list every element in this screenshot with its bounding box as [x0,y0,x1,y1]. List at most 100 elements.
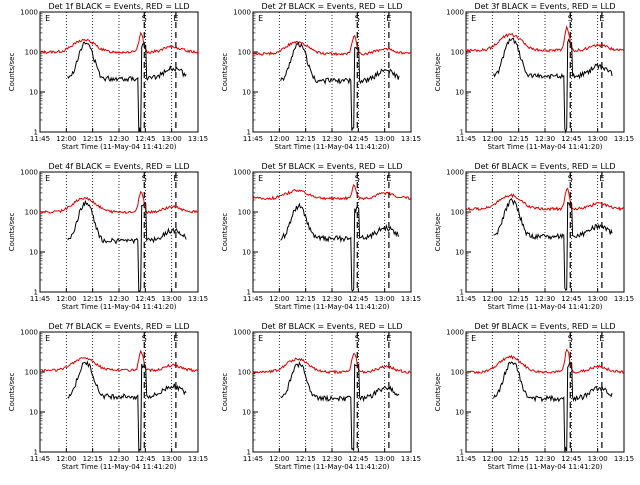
panel-title: Det 9f BLACK = Events, RED = LLD [474,322,615,331]
marker-label: S [355,14,360,23]
events-series-line [280,202,400,292]
marker-label: E [386,174,391,183]
marker-label: E [173,334,178,343]
y-axis-label: Counts/sec [434,53,442,92]
events-series-line [67,360,187,453]
y-tick-label: 10 [29,89,38,97]
x-axis-label: Start Time (11-May-04 11:41:20) [274,303,389,311]
marker-label: S [355,174,360,183]
y-tick-label: 100 [25,369,38,377]
y-tick-label: 1000 [233,9,251,17]
y-tick-label: 10 [242,249,251,257]
panel-8: Det 8f BLACK = Events, RED = LLD 11:45 12:… [221,322,421,471]
x-axis-label: Start Time (11-May-04 11:41:20) [487,143,602,151]
lld-series-line [252,352,412,375]
lld-series-line [39,190,199,215]
y-axis-label: Counts/sec [434,373,442,412]
marker-label: S [142,14,147,23]
y-tick-label: 1 [34,129,38,137]
marker-label: E [45,334,50,343]
x-tick-label: 12:30 [109,455,129,463]
y-axis-label: Counts/sec [221,53,229,92]
x-tick-label: 11:45 [30,295,50,303]
events-series-line [280,41,400,131]
x-tick-label: 12:15 [296,455,316,463]
marker-label: S [568,14,573,23]
x-axis-label: Start Time (11-May-04 11:41:20) [274,463,389,471]
panel-5: Det 5f BLACK = Events, RED = LLD 11:45 12:… [221,162,421,311]
x-axis-label: Start Time (11-May-04 11:41:20) [274,143,389,151]
panel-4: Det 4f BLACK = Events, RED = LLD 11:45 12:… [8,162,208,311]
x-tick-label: 11:45 [243,295,263,303]
x-tick-label: 12:15 [296,295,316,303]
events-series-line [280,361,400,451]
x-tick-label: 13:00 [375,295,395,303]
marker-label: S [142,334,147,343]
x-tick-label: 12:45 [561,295,581,303]
y-tick-label: 1 [247,449,251,457]
x-tick-label: 12:30 [535,135,555,143]
x-tick-label: 11:45 [456,135,476,143]
marker-label: E [45,14,50,23]
x-tick-label: 12:00 [482,455,502,463]
events-series-line [493,361,613,453]
x-axis-label: Start Time (11-May-04 11:41:20) [487,303,602,311]
y-tick-label: 1 [247,289,251,297]
x-tick-label: 12:00 [269,295,289,303]
marker-label: S [568,174,573,183]
panel-7: Det 7f BLACK = Events, RED = LLD 11:45 12:… [8,322,208,471]
x-tick-label: 13:15 [614,135,634,143]
marker-label: E [599,334,604,343]
x-tick-label: 13:00 [162,455,182,463]
x-tick-label: 12:15 [83,135,103,143]
panel-2: Det 2f BLACK = Events, RED = LLD 11:45 12:… [221,2,421,151]
x-tick-label: 12:00 [269,455,289,463]
y-tick-label: 10 [242,409,251,417]
x-tick-label: 13:15 [614,455,634,463]
x-tick-label: 12:30 [322,295,342,303]
panel-title: Det 7f BLACK = Events, RED = LLD [48,322,189,331]
lld-series-line [39,31,199,55]
x-tick-label: 12:30 [109,135,129,143]
y-tick-label: 1000 [233,169,251,177]
marker-label: E [173,174,178,183]
y-tick-label: 100 [451,209,464,217]
marker-label: E [258,334,263,343]
x-tick-label: 12:00 [482,135,502,143]
panel-title: Det 8f BLACK = Events, RED = LLD [261,322,402,331]
y-tick-label: 1000 [446,169,464,177]
y-tick-label: 100 [238,49,251,57]
x-tick-label: 11:45 [456,455,476,463]
y-tick-label: 100 [25,209,38,217]
x-tick-label: 12:00 [482,295,502,303]
lld-series-line [39,349,199,373]
events-series-line [67,41,187,133]
panel-9: Det 9f BLACK = Events, RED = LLD 11:45 12:… [434,322,634,471]
marker-label: E [599,174,604,183]
y-tick-label: 10 [455,409,464,417]
lld-series-line [465,25,625,53]
events-series-line [493,198,613,291]
y-tick-label: 100 [451,49,464,57]
x-tick-label: 12:30 [109,295,129,303]
y-tick-label: 100 [238,369,251,377]
x-tick-label: 13:15 [188,135,208,143]
x-tick-label: 12:45 [561,135,581,143]
x-tick-label: 12:30 [535,295,555,303]
x-tick-label: 11:45 [30,135,50,143]
y-tick-label: 1 [247,129,251,137]
x-axis-label: Start Time (11-May-04 11:41:20) [487,463,602,471]
x-tick-label: 12:45 [561,455,581,463]
panel-title: Det 4f BLACK = Events, RED = LLD [48,162,189,171]
x-tick-label: 13:15 [401,295,421,303]
x-tick-label: 13:00 [588,295,608,303]
x-tick-label: 13:00 [162,295,182,303]
events-series-line [493,37,613,134]
marker-label: S [142,174,147,183]
lld-series-line [252,183,412,202]
x-tick-label: 12:00 [56,135,76,143]
x-tick-label: 12:15 [509,135,529,143]
y-tick-label: 1 [34,449,38,457]
x-tick-label: 12:00 [269,135,289,143]
x-tick-label: 13:15 [614,295,634,303]
